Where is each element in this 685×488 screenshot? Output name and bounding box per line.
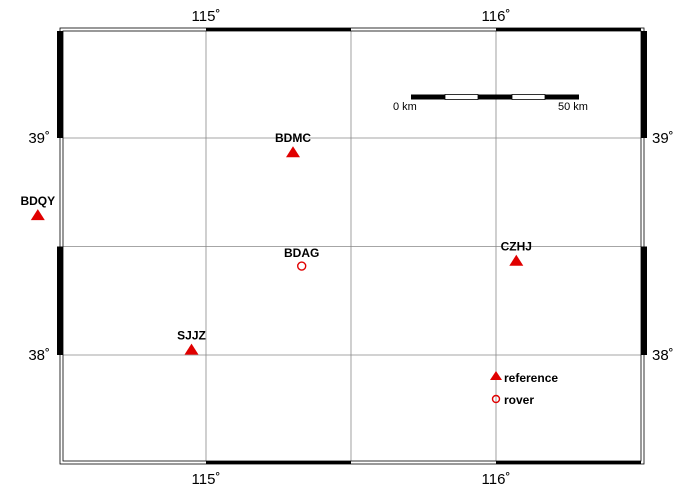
- reference-station-label: BDMC: [275, 131, 311, 145]
- reference-station-label: BDQY: [20, 194, 55, 208]
- frame-band: [641, 246, 647, 355]
- scale-end-label: 50 km: [558, 101, 588, 113]
- legend-rover-label: rover: [504, 393, 534, 407]
- frame-band: [496, 461, 641, 464]
- frame-band: [57, 246, 63, 355]
- frame-outer: [59, 27, 645, 465]
- scale-start-label: 0 km: [393, 101, 417, 113]
- lat-tick-label-right: 39˚: [652, 130, 674, 147]
- scale-bar: 0 km 50 km: [393, 94, 588, 113]
- scale-bar-segment: [444, 94, 479, 100]
- frame-band: [496, 28, 641, 31]
- frame-band: [206, 28, 351, 31]
- lat-tick-label-left: 38˚: [28, 347, 50, 364]
- reference-station-triangle: [286, 146, 300, 158]
- scale-bar-segment: [411, 94, 445, 100]
- graticule: [63, 31, 641, 461]
- lon-tick-label-top: 115˚: [192, 8, 221, 25]
- lat-tick-label-right: 38˚: [652, 347, 674, 364]
- frame-band: [206, 461, 351, 464]
- rover-station-label: BDAG: [284, 246, 319, 260]
- map-frame: [57, 27, 647, 465]
- frame-inner: [62, 30, 642, 462]
- legend-reference-label: reference: [504, 371, 558, 385]
- legend-reference-symbol: [490, 371, 502, 380]
- lat-tick-label-left: 39˚: [28, 130, 50, 147]
- lon-tick-label-top: 116˚: [482, 8, 511, 25]
- stations: BDMC BDQY CZHJ SJJZ BDAG: [20, 131, 532, 355]
- scale-bar-segment: [478, 94, 512, 100]
- rover-station-circle: [297, 261, 307, 271]
- reference-station-label: SJJZ: [177, 329, 206, 343]
- lon-tick-label-bottom: 116˚: [482, 471, 511, 488]
- reference-station-triangle: [184, 343, 199, 355]
- frame-band: [641, 31, 647, 138]
- reference-station-triangle: [509, 254, 524, 266]
- reference-station-label: CZHJ: [501, 240, 532, 254]
- legend: reference rover: [490, 371, 558, 407]
- scale-bar-segment: [511, 94, 546, 100]
- tick-labels: 115˚ 115˚ 116˚ 116˚ 38˚ 38˚ 39˚ 39˚: [28, 8, 673, 488]
- reference-station-triangle: [30, 209, 45, 221]
- frame-band: [57, 31, 63, 138]
- legend-rover-symbol: [491, 394, 501, 404]
- lon-tick-label-bottom: 115˚: [192, 471, 221, 488]
- scale-bar-segment: [545, 94, 579, 100]
